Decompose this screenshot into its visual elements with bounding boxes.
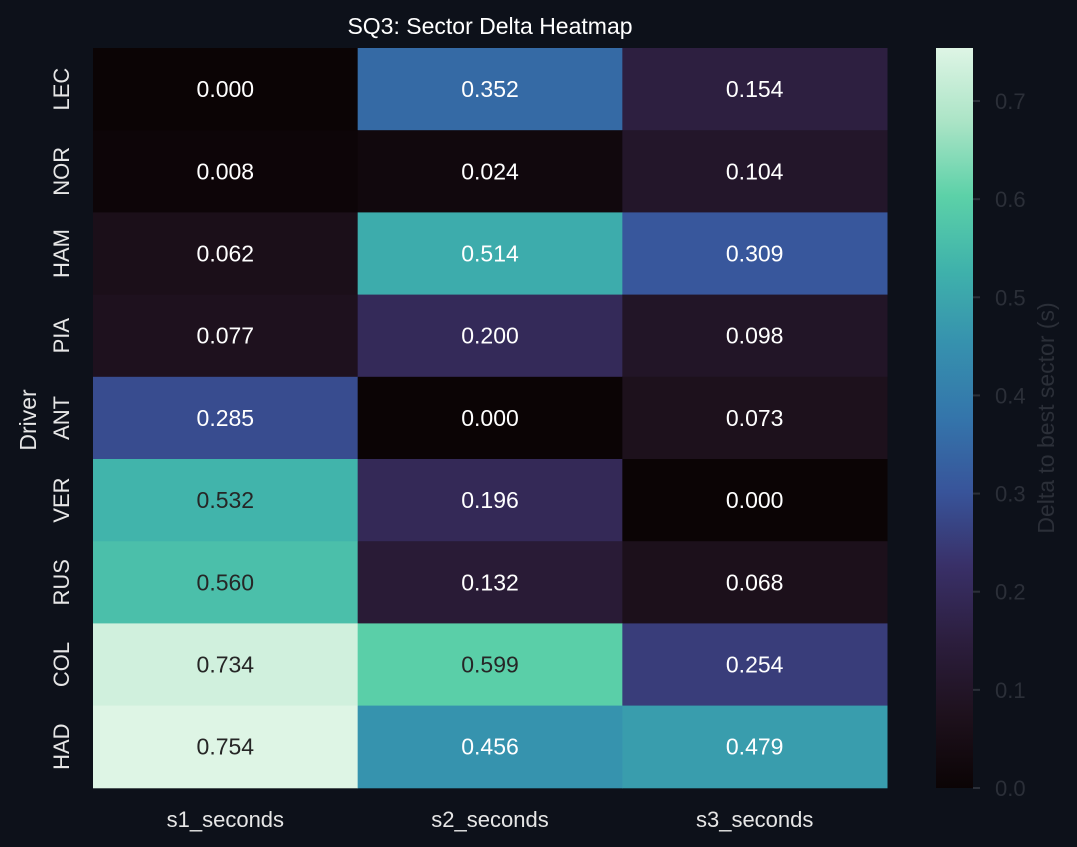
cell-value-label: 0.196 — [461, 487, 519, 513]
cell-value-label: 0.068 — [726, 569, 784, 595]
colorbar-tick-label: 0.6 — [995, 187, 1026, 212]
cell-value-label: 0.514 — [461, 241, 519, 267]
heatmap-cell-lec-s1_seconds — [93, 48, 359, 131]
heatmap-cell-ver-s3_seconds — [622, 459, 888, 542]
cell-value-label: 0.479 — [726, 734, 784, 760]
y-tick-labels: LEC NOR HAM PIA ANT VER RUS COL HAD — [49, 68, 74, 770]
x-tick-label: s3_seconds — [696, 807, 813, 832]
cell-value-label: 0.000 — [197, 76, 255, 102]
heatmap-cell-ant-s3_seconds — [622, 376, 888, 460]
y-axis-label: Driver — [15, 389, 41, 451]
y-tick-label: PIA — [49, 318, 74, 354]
cell-value-label: 0.098 — [726, 323, 784, 349]
y-tick-label: RUS — [49, 559, 74, 605]
heatmap-cell-col-s1_seconds — [93, 623, 359, 707]
heatmap-cell-lec-s2_seconds — [357, 48, 623, 131]
cell-value-label: 0.104 — [726, 158, 784, 184]
heatmap-cell-ham-s1_seconds — [93, 212, 359, 296]
heatmap-cell-pia-s1_seconds — [93, 294, 359, 378]
x-tick-labels: s1_seconds s2_seconds s3_seconds — [167, 807, 814, 832]
cell-value-label: 0.062 — [197, 241, 255, 267]
cell-value-label: 0.734 — [197, 652, 255, 678]
cell-value-label: 0.352 — [461, 76, 519, 102]
cell-value-label: 0.532 — [197, 487, 255, 513]
heatmap-cell-ver-s2_seconds — [357, 459, 623, 542]
cell-value-label: 0.754 — [197, 734, 255, 760]
heatmap-cells: 0.000 0.352 0.154 0.008 0.024 0.104 0.062 0.514… — [93, 48, 888, 789]
colorbar: 0.0 0.1 0.2 0.3 0.4 0.5 0.6 0.7 — [936, 48, 1026, 801]
heatmap-cell-had-s3_seconds — [622, 705, 888, 789]
heatmap-cell-ham-s3_seconds — [622, 212, 888, 296]
heatmap-cell-nor-s3_seconds — [622, 130, 888, 213]
colorbar-tick-label: 0.7 — [995, 89, 1026, 114]
y-tick-label: VER — [49, 477, 74, 522]
chart-title: SQ3: Sector Delta Heatmap — [347, 13, 632, 39]
colorbar-tick-label: 0.4 — [995, 383, 1026, 408]
heatmap-cell-pia-s2_seconds — [357, 294, 623, 378]
cell-value-label: 0.000 — [461, 405, 519, 431]
heatmap-cell-lec-s3_seconds — [622, 48, 888, 131]
x-tick-label: s2_seconds — [431, 807, 548, 832]
heatmap-cell-had-s2_seconds — [357, 705, 623, 789]
y-tick-label: COL — [49, 642, 74, 687]
cell-value-label: 0.456 — [461, 734, 519, 760]
colorbar-tick-label: 0.2 — [995, 580, 1026, 605]
y-tick-label: HAM — [49, 229, 74, 278]
cell-value-label: 0.254 — [726, 652, 784, 678]
colorbar-tick-label: 0.5 — [995, 285, 1026, 310]
cell-value-label: 0.285 — [197, 405, 255, 431]
y-tick-label: LEC — [49, 68, 74, 111]
y-tick-label: HAD — [49, 723, 74, 769]
heatmap-cell-rus-s1_seconds — [93, 541, 359, 624]
heatmap-cell-had-s1_seconds — [93, 705, 359, 789]
cell-value-label: 0.560 — [197, 569, 255, 595]
heatmap-cell-rus-s2_seconds — [357, 541, 623, 624]
cell-value-label: 0.309 — [726, 241, 784, 267]
cell-value-label: 0.073 — [726, 405, 784, 431]
cell-value-label: 0.132 — [461, 569, 519, 595]
colorbar-tick-label: 0.1 — [995, 678, 1026, 703]
heatmap-cell-ver-s1_seconds — [93, 459, 359, 542]
y-tick-label: ANT — [49, 396, 74, 440]
x-tick-label: s1_seconds — [167, 807, 284, 832]
cell-value-label: 0.154 — [726, 76, 784, 102]
heatmap-cell-col-s3_seconds — [622, 623, 888, 707]
y-tick-label: NOR — [49, 147, 74, 196]
colorbar-tick-label: 0.0 — [995, 776, 1026, 801]
colorbar-tick-label: 0.3 — [995, 482, 1026, 507]
colorbar-label: Delta to best sector (s) — [1033, 302, 1059, 533]
colorbar-gradient — [936, 48, 973, 788]
cell-value-label: 0.200 — [461, 323, 519, 349]
heatmap-cell-ant-s1_seconds — [93, 376, 359, 460]
heatmap-cell-ham-s2_seconds — [357, 212, 623, 296]
heatmap-cell-nor-s2_seconds — [357, 130, 623, 213]
heatmap-cell-ant-s2_seconds — [357, 376, 623, 460]
heatmap-cell-nor-s1_seconds — [93, 130, 359, 213]
cell-value-label: 0.024 — [461, 158, 519, 184]
heatmap-cell-rus-s3_seconds — [622, 541, 888, 624]
cell-value-label: 0.008 — [197, 158, 255, 184]
cell-value-label: 0.000 — [726, 487, 784, 513]
cell-value-label: 0.599 — [461, 652, 519, 678]
heatmap-cell-col-s2_seconds — [357, 623, 623, 707]
heatmap-cell-pia-s3_seconds — [622, 294, 888, 378]
cell-value-label: 0.077 — [197, 323, 255, 349]
